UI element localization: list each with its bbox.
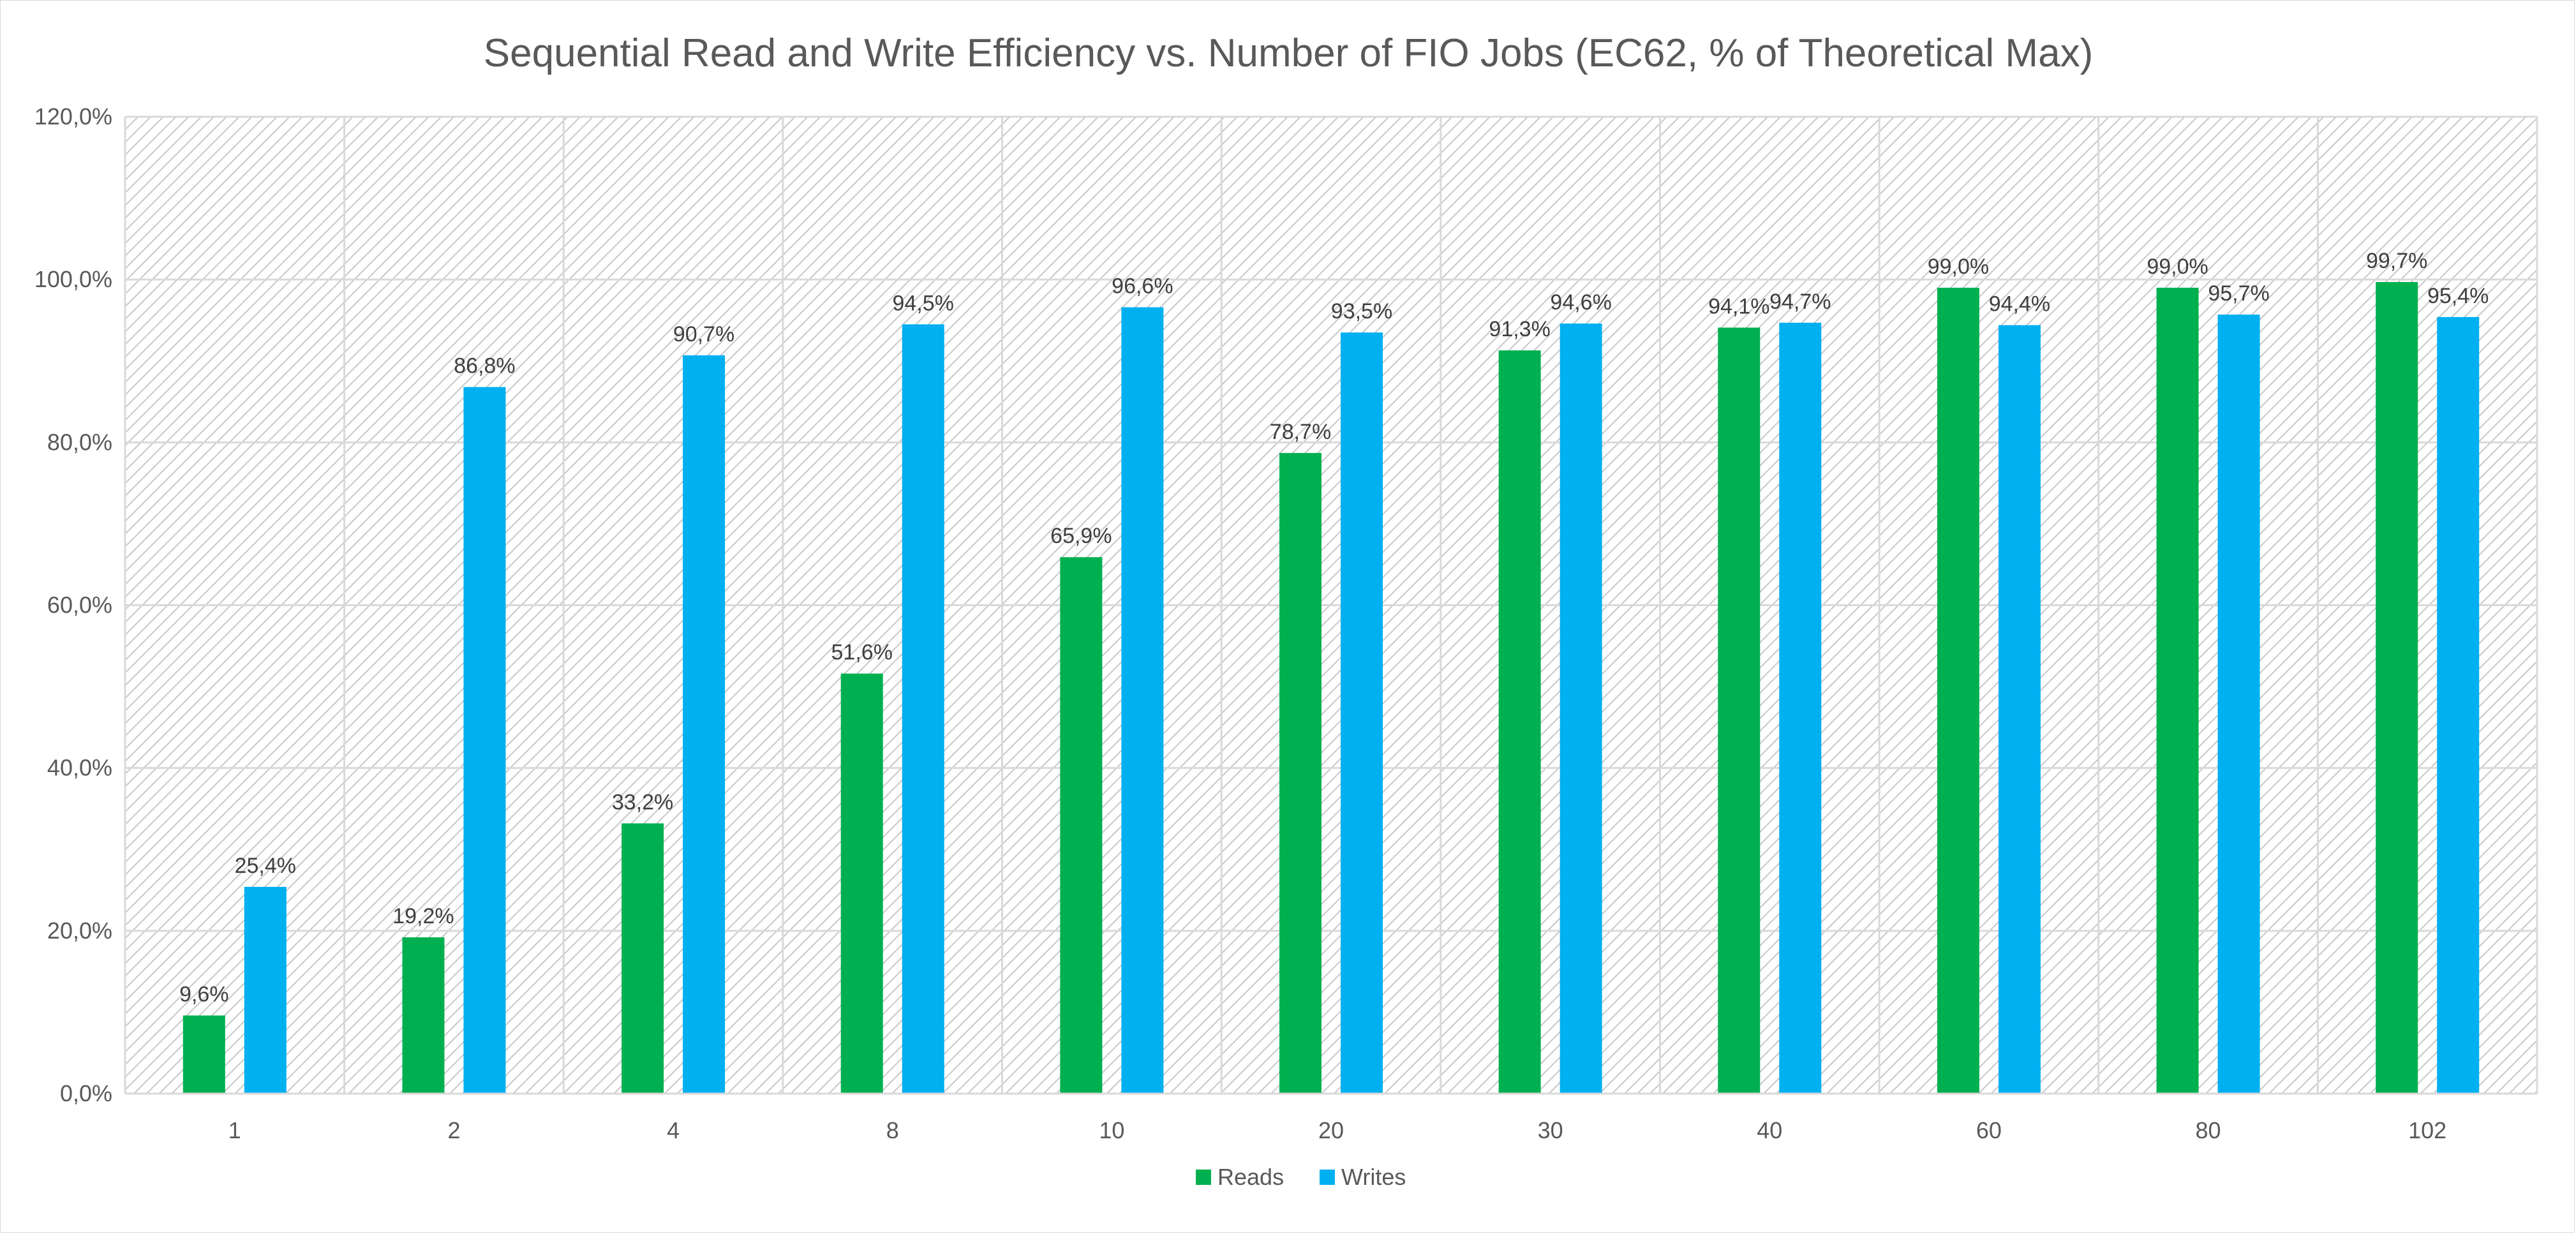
y-tick-label: 120,0%	[34, 103, 112, 130]
bar-reads	[1060, 557, 1103, 1094]
bar-reads	[1718, 327, 1761, 1094]
data-label-writes: 93,5%	[1331, 299, 1392, 323]
bar-writes	[244, 886, 287, 1094]
bar-writes	[1560, 323, 1602, 1094]
data-label-writes: 25,4%	[235, 854, 296, 878]
y-tick-label: 80,0%	[47, 429, 112, 455]
data-label-writes: 90,7%	[673, 322, 734, 346]
x-tick-label: 1	[228, 1117, 241, 1143]
data-label-reads: 99,7%	[2366, 249, 2427, 273]
bar-reads	[840, 673, 883, 1094]
data-label-writes: 94,4%	[1989, 292, 2050, 316]
x-tick-label: 4	[667, 1117, 680, 1143]
x-tick-label: 2	[447, 1117, 460, 1143]
x-tick-label: 60	[1976, 1117, 2002, 1143]
bar-writes	[1121, 307, 1164, 1094]
data-label-reads: 19,2%	[392, 904, 454, 928]
bar-reads	[2376, 281, 2418, 1094]
bar-reads	[402, 937, 445, 1094]
data-label-reads: 78,7%	[1270, 420, 1331, 444]
legend-label-writes: Writes	[1341, 1164, 1406, 1190]
bar-writes	[902, 324, 944, 1094]
data-label-writes: 95,7%	[2208, 281, 2269, 306]
legend: Reads Writes	[1196, 1164, 1406, 1190]
bar-writes	[1779, 322, 1822, 1094]
bar-reads	[1937, 287, 1979, 1094]
x-tick-label: 20	[1318, 1117, 1344, 1143]
bar-writes	[1341, 332, 1383, 1094]
legend-label-reads: Reads	[1217, 1164, 1284, 1190]
data-labels: 9,6% 25,4% 19,2% 86,8% 33,2% 90,7% 51,6% 94,5% 6…	[179, 249, 2489, 1007]
y-tick-label: 60,0%	[47, 592, 112, 618]
bar-reads	[1498, 350, 1541, 1094]
data-label-writes: 94,5%	[893, 291, 954, 315]
data-label-reads: 99,0%	[2147, 255, 2208, 279]
legend-swatch-writes	[1320, 1170, 1335, 1185]
data-label-reads: 65,9%	[1050, 524, 1112, 548]
data-label-reads: 99,0%	[1928, 255, 1989, 279]
bar-writes	[463, 387, 506, 1094]
axes: 0,0% 20,0% 40,0% 60,0% 80,0% 100,0% 120,0% 1 2 4 8…	[34, 103, 2537, 1143]
x-tick-label: 30	[1538, 1117, 1563, 1143]
gridlines	[124, 115, 2538, 1095]
bar-reads	[622, 823, 664, 1094]
data-label-writes: 94,6%	[1550, 290, 1611, 315]
bar-reads	[182, 1015, 225, 1094]
y-tick-label: 40,0%	[47, 755, 112, 781]
y-tick-label: 20,0%	[47, 918, 112, 944]
x-tick-label: 8	[886, 1117, 899, 1143]
bar-writes	[2437, 316, 2480, 1094]
chart-title: Sequential Read and Write Efficiency vs.…	[484, 31, 2093, 75]
bar-reads	[1279, 452, 1322, 1094]
data-label-writes: 96,6%	[1112, 274, 1173, 299]
y-tick-label: 100,0%	[34, 266, 112, 292]
x-tick-label: 80	[2196, 1117, 2221, 1143]
bar-writes	[683, 355, 726, 1094]
legend-swatch-reads	[1196, 1170, 1211, 1185]
data-label-writes: 94,7%	[1769, 290, 1831, 314]
data-label-reads: 33,2%	[612, 790, 673, 814]
x-tick-label: 40	[1757, 1117, 1782, 1143]
data-label-writes: 86,8%	[454, 354, 515, 378]
bar-writes	[2217, 315, 2260, 1094]
x-tick-label: 10	[1099, 1117, 1124, 1143]
bar-writes	[1998, 325, 2041, 1094]
data-label-reads: 9,6%	[179, 983, 229, 1007]
data-label-reads: 91,3%	[1489, 317, 1550, 341]
bars	[182, 281, 2480, 1094]
data-label-writes: 95,4%	[2427, 284, 2489, 308]
data-label-reads: 94,1%	[1708, 294, 1769, 318]
data-label-reads: 51,6%	[831, 641, 893, 665]
bar-reads	[2156, 287, 2199, 1094]
x-tick-label: 102	[2408, 1117, 2446, 1143]
y-tick-label: 0,0%	[60, 1080, 112, 1106]
